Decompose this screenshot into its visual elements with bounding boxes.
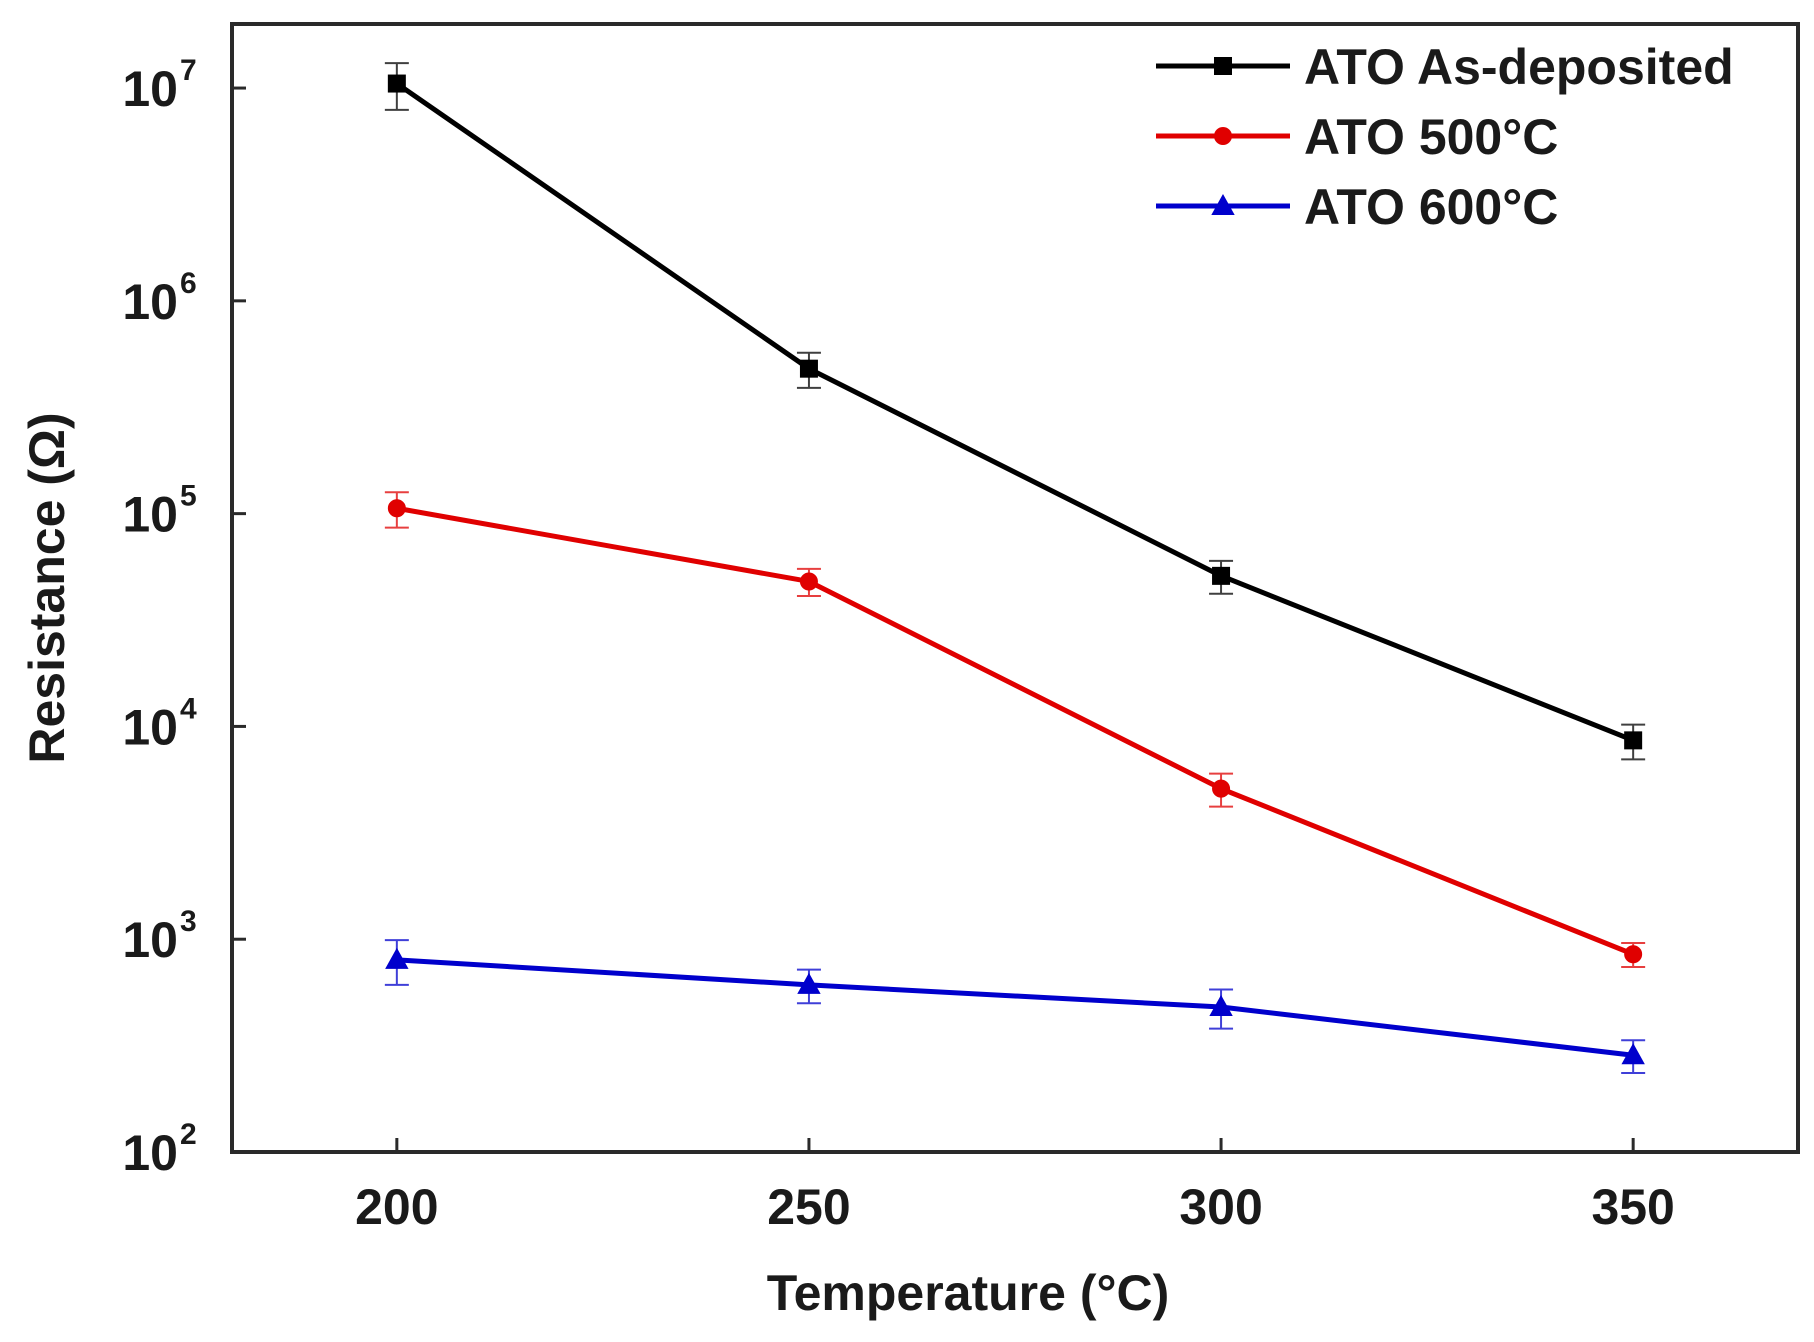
legend: ATO As-deposited ATO 500°C ATO 600°C [1156,39,1734,235]
y-tick-label: 10 [122,1125,178,1181]
y-tick-exponent: 5 [180,480,197,513]
x-axis: 200 250 300 350 [355,1138,1675,1235]
data-point [799,359,818,378]
data-point [1624,731,1643,750]
y-tick-exponent: 6 [180,267,197,300]
data-point [1624,945,1643,964]
legend-label: ATO 600°C [1304,179,1558,235]
y-tick-exponent: 7 [180,54,197,87]
y-tick-label: 10 [122,61,178,117]
data-point [387,499,406,518]
x-axis-title: Temperature (°C) [767,1265,1169,1321]
legend-item: ATO 600°C [1156,179,1558,235]
series-line [396,505,1635,957]
y-tick-exponent: 2 [180,1118,197,1151]
y-tick-exponent: 3 [180,905,197,938]
series-1 [384,62,1646,761]
data-point [1209,994,1233,1017]
legend-item: ATO As-deposited [1156,39,1734,95]
y-axis-title: Resistance (Ω) [19,412,75,763]
series-layer [384,62,1646,1075]
series-line [396,957,1634,1058]
data-point [1621,1043,1645,1065]
data-point [1212,779,1231,798]
x-tick-label: 250 [767,1179,850,1235]
legend-label: ATO As-deposited [1304,39,1734,95]
y-tick-label: 10 [122,912,178,968]
series-2 [384,491,1646,969]
legend-item: ATO 500°C [1156,109,1558,165]
y-tick-label: 10 [122,487,178,543]
x-tick-label: 300 [1179,1179,1262,1235]
y-tick-exponent: 4 [180,692,197,725]
series-3 [384,939,1646,1075]
data-point [797,972,821,994]
series-line [395,81,1635,743]
plot-frame [230,22,1800,1154]
x-tick-label: 200 [355,1179,438,1235]
y-tick-label: 10 [122,274,178,330]
data-point [387,74,406,93]
x-tick-label: 350 [1591,1179,1674,1235]
data-point [385,947,409,969]
legend-marker [1211,193,1235,215]
legend-marker [1214,127,1232,145]
data-point [799,572,818,591]
y-tick-label: 10 [122,699,178,755]
legend-marker [1214,57,1232,75]
data-point [1212,566,1231,585]
legend-label: ATO 500°C [1304,109,1558,165]
